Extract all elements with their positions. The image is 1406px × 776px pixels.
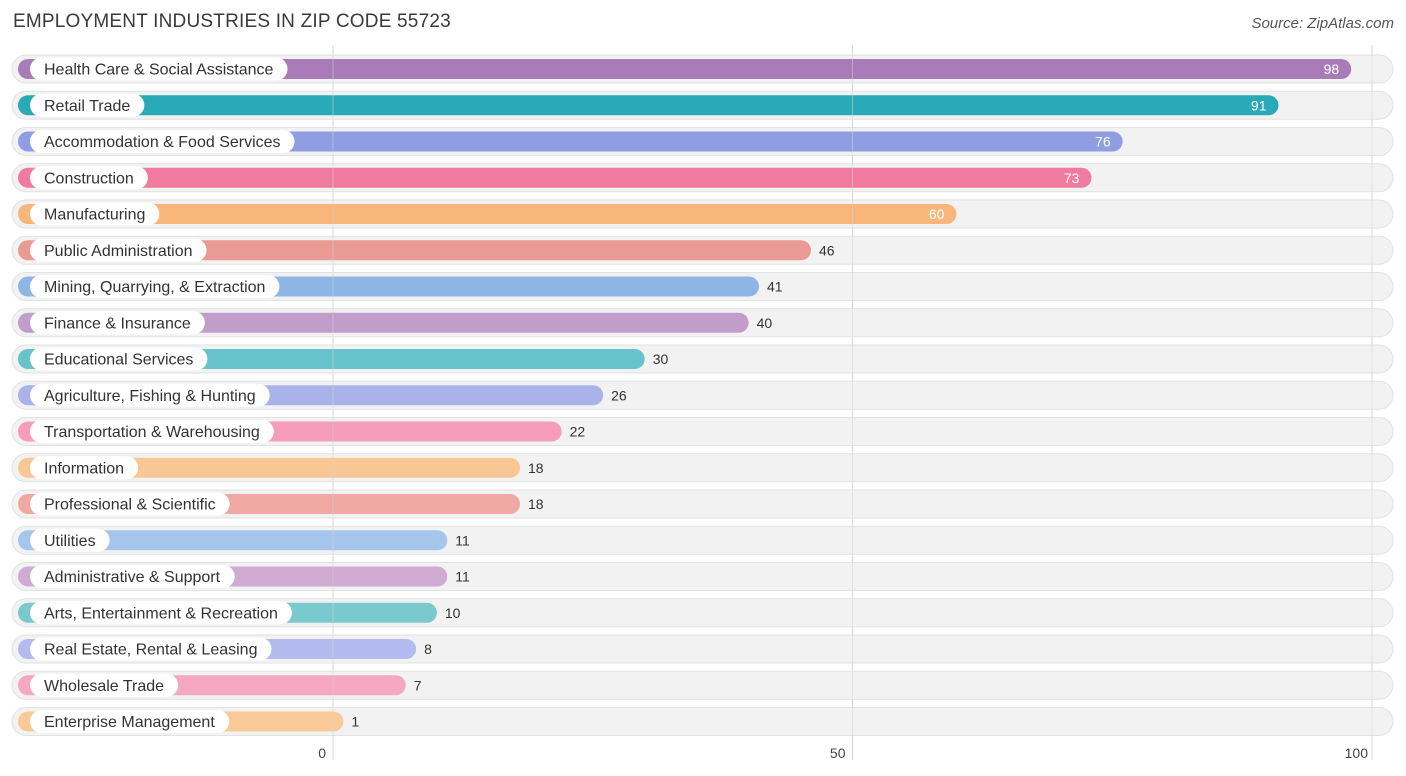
value-label: 26 — [611, 387, 627, 403]
value-label: 22 — [570, 424, 586, 440]
category-label: Information — [44, 460, 124, 477]
category-pill — [30, 347, 208, 371]
value-label: 40 — [757, 315, 773, 331]
category-label: Public Administration — [44, 243, 193, 260]
category-label: Construction — [44, 170, 134, 187]
category-label: Educational Services — [44, 352, 193, 369]
category-pill — [30, 637, 272, 661]
category-label: Retail Trade — [44, 98, 130, 115]
value-label: 8 — [424, 641, 432, 657]
category-pill — [30, 673, 179, 697]
value-label: 1 — [351, 714, 359, 730]
value-label: 18 — [528, 460, 544, 476]
tick-label: 50 — [830, 745, 846, 761]
value-label: 60 — [929, 206, 945, 222]
category-label: Mining, Quarrying, & Extraction — [44, 279, 265, 296]
category-pill — [30, 601, 292, 625]
value-label: 76 — [1095, 134, 1111, 150]
category-pill — [30, 166, 148, 190]
category-pill — [30, 565, 235, 588]
value-label: 46 — [819, 242, 835, 258]
category-pill — [30, 528, 110, 552]
value-label: 10 — [445, 605, 461, 621]
category-label: Agriculture, Fishing & Hunting — [44, 388, 256, 405]
category-pill — [30, 383, 270, 407]
bar — [18, 204, 957, 224]
category-pill — [30, 311, 205, 335]
gridlines-overlay — [332, 45, 1373, 760]
category-label: Professional & Scientific — [44, 497, 216, 514]
category-label: Finance & Insurance — [44, 315, 191, 332]
bar — [18, 59, 1352, 79]
value-label: 30 — [653, 351, 669, 367]
category-label: Health Care & Social Assistance — [44, 62, 274, 79]
bar — [18, 240, 811, 261]
category-pill — [30, 93, 145, 117]
category-pill — [30, 456, 139, 480]
value-label: 7 — [414, 677, 422, 693]
value-label: 73 — [1064, 170, 1080, 186]
bar — [18, 95, 1279, 116]
category-pill — [30, 492, 230, 516]
bar — [18, 457, 521, 478]
category-label: Accommodation & Food Services — [44, 134, 281, 151]
category-pill — [30, 710, 230, 733]
value-label: 11 — [455, 569, 470, 585]
bar-rows: Health Care & Social Assistance 98 Retail … — [11, 54, 1394, 736]
value-label: 41 — [767, 279, 783, 295]
category-label: Enterprise Management — [44, 714, 215, 731]
category-pill — [30, 202, 160, 226]
category-label: Wholesale Trade — [44, 678, 164, 695]
category-label: Manufacturing — [44, 207, 145, 224]
bar — [18, 131, 1123, 152]
category-label: Utilities — [44, 533, 96, 550]
category-pill — [30, 238, 207, 262]
chart-title: EMPLOYMENT INDUSTRIES IN ZIP CODE 55723 — [13, 11, 451, 32]
bar — [18, 167, 1092, 188]
chart-source: Source: ZipAtlas.com — [1251, 15, 1394, 32]
category-pill — [30, 130, 295, 153]
value-label: 11 — [455, 532, 470, 548]
category-pill — [30, 57, 288, 81]
category-label: Transportation & Warehousing — [44, 424, 260, 441]
category-pill — [30, 420, 274, 443]
category-pill — [30, 275, 280, 298]
category-label: Real Estate, Rental & Leasing — [44, 642, 257, 659]
value-label: 91 — [1251, 97, 1267, 113]
value-label: 98 — [1324, 61, 1340, 77]
x-axis-ticks: 0 50 100 — [318, 745, 1368, 761]
tick-label: 100 — [1345, 745, 1369, 761]
bar — [18, 530, 448, 551]
bar-track — [11, 707, 1394, 736]
value-label: 18 — [528, 496, 544, 512]
category-label: Arts, Entertainment & Recreation — [44, 605, 278, 622]
tick-label: 0 — [318, 745, 326, 761]
category-label: Administrative & Support — [44, 569, 221, 586]
